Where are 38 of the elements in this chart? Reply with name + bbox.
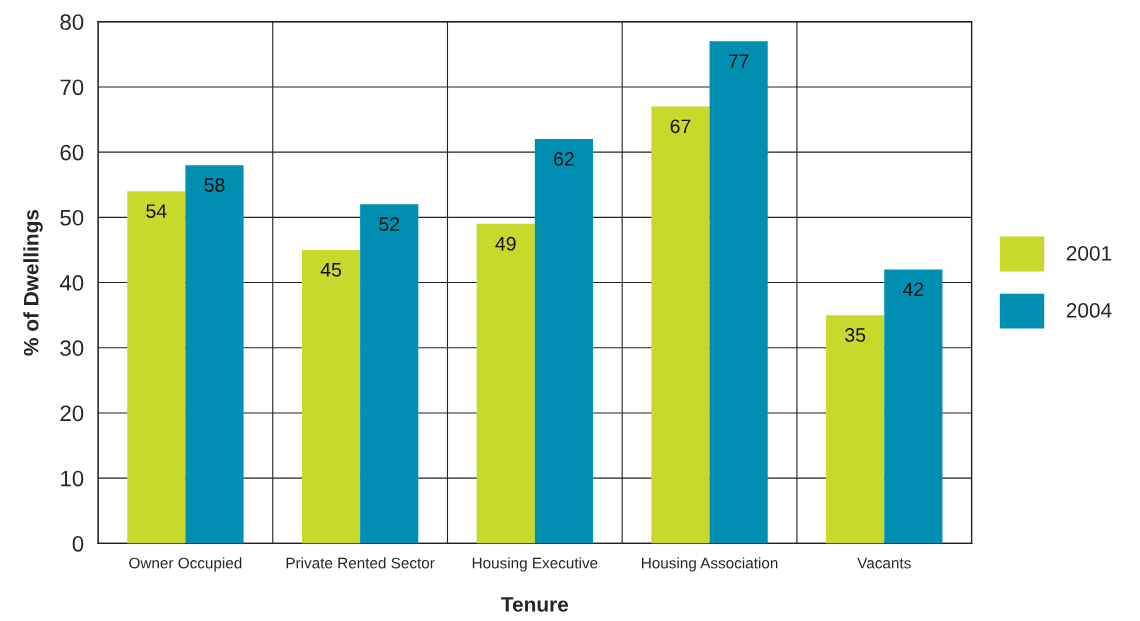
data-label: 35 [845, 328, 866, 342]
bar [127, 191, 186, 544]
x-tick-label: Vacants [857, 557, 911, 569]
y-tick-label: 0 [72, 535, 84, 552]
x-axis-title: Tenure [501, 597, 569, 612]
y-tick-label: 70 [60, 79, 84, 96]
y-tick-label: 40 [59, 275, 84, 291]
data-label: 62 [554, 152, 574, 166]
data-label: 42 [902, 282, 924, 297]
y-axis-title: % of Dwellings [23, 209, 43, 356]
data-label: 52 [379, 217, 400, 232]
data-label: 54 [146, 204, 167, 218]
x-tick-label: Owner Occupied [129, 557, 242, 572]
bar [709, 41, 768, 544]
data-label: 58 [204, 178, 225, 192]
x-tick-label: Housing Executive [472, 557, 598, 572]
legend-label: 2004 [1066, 303, 1112, 318]
bar [534, 139, 594, 544]
data-label: 77 [728, 54, 749, 68]
legend-label: 2001 [1066, 245, 1112, 261]
bar [185, 165, 244, 544]
y-tick-label: 50 [60, 209, 84, 226]
y-tick-label: 30 [60, 340, 84, 357]
y-tick-label: 10 [61, 470, 84, 487]
y-tick-label: 80 [60, 14, 84, 31]
bar [476, 223, 535, 544]
bar [651, 106, 710, 544]
bar [360, 204, 419, 544]
bar [301, 249, 361, 544]
data-label: 45 [320, 263, 342, 277]
y-tick-label: 60 [60, 144, 84, 161]
x-tick-label: Private Rented Sector [286, 557, 435, 569]
x-tick-label: Housing Association [642, 557, 778, 572]
bar [884, 269, 943, 544]
bar [826, 315, 885, 544]
y-tick-label: 20 [60, 405, 84, 422]
data-label: 67 [670, 119, 691, 134]
data-label: 49 [495, 236, 516, 251]
